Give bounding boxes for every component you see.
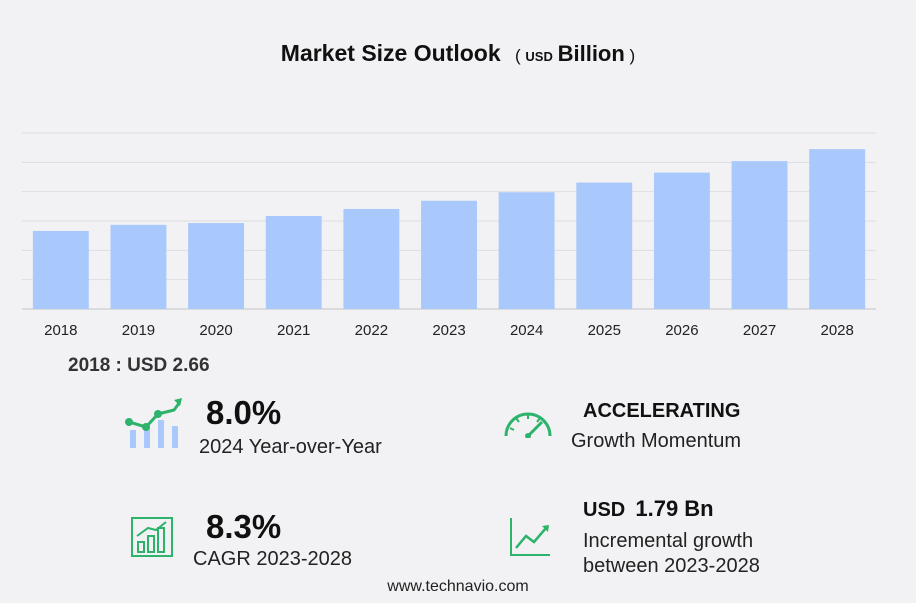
incremental-label-line1: Incremental growth <box>583 530 754 552</box>
x-tick-label: 2026 <box>665 322 698 339</box>
unit-currency: USD <box>525 49 553 64</box>
unit-scale: Billion <box>557 41 625 66</box>
bar-2023 <box>421 200 477 309</box>
bar-2027 <box>731 161 788 309</box>
speedometer-icon <box>504 412 552 438</box>
unit-open-paren: ( <box>515 46 521 65</box>
yoy-label: 2024 Year-over-Year <box>199 436 382 458</box>
incremental-amount: 1.79 Bn <box>635 496 714 521</box>
cagr-label: CAGR 2023-2028 <box>193 548 352 570</box>
x-tick-label: 2021 <box>277 322 310 339</box>
source-footer: www.technavio.com <box>387 578 529 595</box>
bar-growth-icon <box>131 517 173 557</box>
unit-close-paren: ) <box>629 46 636 65</box>
chart-title-unit: ( USD Billion ) <box>515 41 636 66</box>
growth-chart-icon <box>125 398 182 448</box>
bar-2028 <box>809 149 866 309</box>
chart-title: Market Size Outlook ( USD Billion ) <box>0 40 916 67</box>
x-tick-label: 2025 <box>588 322 621 339</box>
chart-x-ticks: 2018 2019 2020 2021 2022 2023 2024 2025 2026 2027… <box>44 322 854 339</box>
x-tick-label: 2019 <box>122 322 155 339</box>
chart-title-main: Market Size Outlook <box>280 40 501 66</box>
incremental-value: USD 1.79 Bn <box>583 496 714 522</box>
bar-chart: 2018 2019 2020 2021 2022 2023 2024 2025 2026 2027… <box>22 132 876 339</box>
bar-2026 <box>653 172 710 309</box>
momentum-value: ACCELERATING <box>583 400 741 422</box>
bar-2022 <box>343 208 400 309</box>
x-tick-label: 2024 <box>510 322 543 339</box>
x-tick-label: 2018 <box>44 322 77 339</box>
bar-2021 <box>265 216 322 309</box>
momentum-label: Growth Momentum <box>571 430 742 452</box>
yoy-value: 8.0% <box>206 394 282 431</box>
incremental-currency: USD <box>583 499 626 521</box>
x-tick-label: 2023 <box>432 322 465 339</box>
x-tick-label: 2027 <box>743 322 776 339</box>
bar-2020 <box>188 223 245 309</box>
bar-2018 <box>32 230 89 309</box>
bar-2019 <box>110 224 167 309</box>
x-tick-label: 2022 <box>355 322 388 339</box>
x-tick-label: 2028 <box>820 322 853 339</box>
incremental-label-line2: between 2023-2028 <box>583 555 760 577</box>
chart-bars <box>32 149 866 309</box>
bar-2025 <box>576 182 633 309</box>
bar-2024 <box>498 192 555 309</box>
trend-line-icon <box>510 518 550 556</box>
x-tick-label: 2020 <box>199 322 232 339</box>
cagr-value: 8.3% <box>206 508 282 545</box>
base-year-note: 2018 : USD 2.66 <box>68 355 210 376</box>
